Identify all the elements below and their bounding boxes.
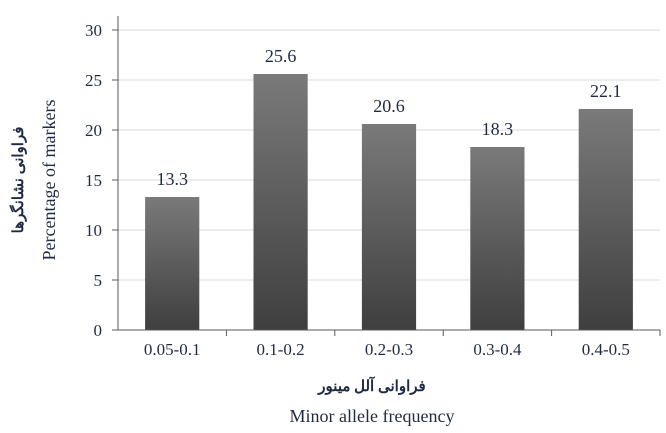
bars — [145, 74, 633, 330]
data-label: 18.3 — [482, 119, 514, 139]
x-tick-label: 0.05-0.1 — [144, 340, 201, 359]
data-label: 22.1 — [590, 81, 622, 101]
axes — [112, 16, 661, 336]
y-axis-title: Percentage of markers — [39, 100, 59, 261]
bar — [470, 147, 525, 330]
y-axis-title-persian: فراوانی نشانگرها — [9, 127, 27, 234]
x-axis-title-persian: فراوانی آلل مینور — [317, 376, 425, 395]
bar — [361, 124, 417, 330]
y-tick-label: 10 — [85, 221, 102, 240]
x-tick-label: 0.4-0.5 — [582, 340, 630, 359]
bar — [578, 109, 633, 330]
bar — [253, 74, 308, 330]
y-tick-label: 20 — [85, 121, 102, 140]
data-label: 25.6 — [265, 46, 297, 66]
bar — [145, 197, 200, 330]
y-tick-label: 5 — [94, 271, 103, 290]
y-tick-label: 0 — [94, 321, 103, 340]
y-tick-label: 30 — [85, 21, 102, 40]
x-tick-label: 0.1-0.2 — [257, 340, 305, 359]
data-label: 20.6 — [373, 96, 405, 116]
y-tick-label: 25 — [85, 71, 102, 90]
x-tick-label: 0.2-0.3 — [365, 340, 413, 359]
data-label: 13.3 — [156, 169, 188, 189]
x-axis-title: Minor allele frequency — [290, 406, 455, 426]
labels: 0 5 10 15 20 25 30 0.05-0.1 13.3 0.1-0.2 25.6 0.2-0… — [85, 21, 630, 359]
x-tick-label: 0.3-0.4 — [473, 340, 522, 359]
y-tick-label: 15 — [85, 171, 102, 190]
